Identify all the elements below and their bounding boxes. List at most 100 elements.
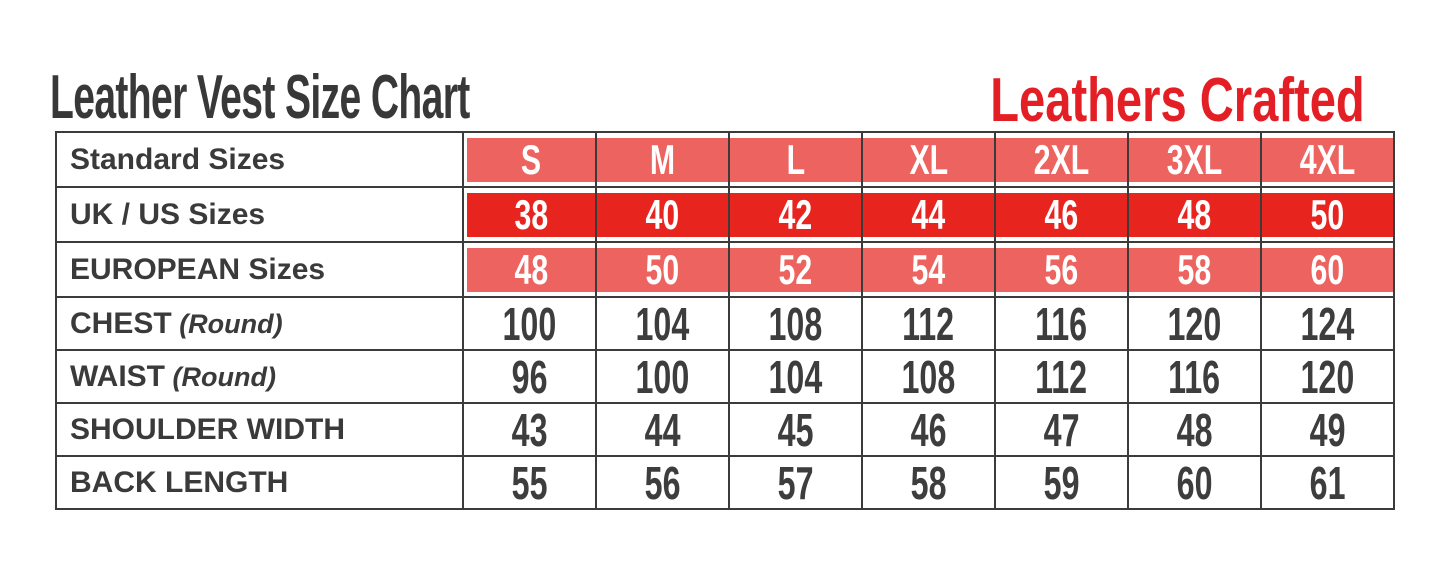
size-value: 59 [1043,456,1080,509]
size-value: XL [909,136,948,183]
size-value-cell: 112 [861,296,996,351]
size-value: 44 [911,191,946,238]
highlight-block: 50 [597,248,728,292]
row-label: SHOULDER WIDTH [55,402,464,457]
row-label-text: SHOULDER WIDTH [70,412,345,446]
size-value-cell: 48 [1127,186,1262,243]
size-value: 120 [1167,297,1222,350]
highlight-block: 52 [730,248,861,292]
highlight-block: 4XL [1262,138,1393,182]
row-label-text: EUROPEAN Sizes [70,252,326,286]
size-value: 112 [1035,350,1088,403]
size-value-cell: XL [861,131,996,188]
size-value-cell: 104 [728,349,863,404]
size-value-cell: 100 [462,296,597,351]
size-value: 45 [777,403,814,456]
highlight-block: M [597,138,728,182]
size-value: 49 [1309,403,1346,456]
size-value: 116 [1168,350,1221,403]
highlight-block: 42 [730,193,861,237]
row-label: WAIST (Round) [55,349,464,404]
size-value-cell: 50 [595,241,730,298]
size-value-cell: 60 [1127,455,1262,510]
size-value-cell: 50 [1260,186,1395,243]
size-value: 100 [635,350,690,403]
table-row: WAIST (Round) 96 100 104 108 112 116 120 [55,349,1395,404]
size-value: 96 [511,350,548,403]
size-value-cell: 49 [1260,402,1395,457]
size-value: 61 [1309,456,1346,509]
row-label: UK / US Sizes [55,186,464,243]
size-value-cell: 56 [994,241,1129,298]
size-value-cell: 56 [595,455,730,510]
highlight-block: 40 [597,193,728,237]
size-value: 4XL [1299,136,1356,183]
size-value-cell: 120 [1260,349,1395,404]
row-label-suffix: (Round) [165,361,276,392]
size-value-cell: 44 [861,186,996,243]
table-row: SHOULDER WIDTH 43 44 45 46 47 48 49 [55,402,1395,457]
size-value-cell: 40 [595,186,730,243]
size-value-cell: M [595,131,730,188]
table-row: CHEST (Round) 100 104 108 112 116 120 124 [55,296,1395,351]
highlight-block: 48 [467,248,595,292]
size-value-cell: 52 [728,241,863,298]
highlight-block: 54 [863,248,994,292]
size-value: 48 [1176,403,1213,456]
size-value-cell: 60 [1260,241,1395,298]
highlight-block: 2XL [996,138,1127,182]
size-value-cell: 45 [728,402,863,457]
size-value-cell: 3XL [1127,131,1262,188]
size-value: 108 [901,350,956,403]
size-value: 50 [645,246,680,293]
size-value: 40 [645,191,680,238]
highlight-block: 46 [996,193,1127,237]
highlight-block: 60 [1262,248,1393,292]
size-value: 108 [768,297,823,350]
size-value-cell: 57 [728,455,863,510]
size-value: L [786,136,805,183]
highlight-block: 44 [863,193,994,237]
size-value: 60 [1310,246,1345,293]
size-value: 3XL [1166,136,1223,183]
table-row: UK / US Sizes 38 40 42 44 46 48 50 [55,186,1395,243]
row-label: EUROPEAN Sizes [55,241,464,298]
row-label-suffix: (Round) [171,308,283,339]
size-value: M [649,136,676,183]
row-label-text: CHEST [70,306,172,340]
table-row: Standard Sizes S M L XL 2XL 3XL 4XL [55,131,1395,188]
size-value: 116 [1035,297,1088,350]
size-value-cell: 61 [1260,455,1395,510]
size-value-cell: 104 [595,296,730,351]
highlight-block: S [467,138,595,182]
size-value-cell: 47 [994,402,1129,457]
size-value: 43 [511,403,548,456]
brand-logo-text: Leathers Crafted [990,66,1365,135]
size-value: 124 [1300,297,1355,350]
size-value: 46 [910,403,947,456]
size-value: 46 [1044,191,1079,238]
size-value-cell: 46 [994,186,1129,243]
size-value-cell: S [462,131,597,188]
size-value: S [520,136,542,183]
highlight-block: 48 [1129,193,1260,237]
size-value: 47 [1043,403,1080,456]
size-value: 48 [514,246,548,293]
size-value-cell: 55 [462,455,597,510]
size-value: 56 [1044,246,1079,293]
row-label-text: WAIST [70,359,165,393]
table-row: EUROPEAN Sizes 48 50 52 54 56 58 60 [55,241,1395,298]
size-value-cell: 124 [1260,296,1395,351]
size-value: 55 [511,456,548,509]
size-value: 48 [1177,191,1212,238]
size-value-cell: L [728,131,863,188]
highlight-block: 56 [996,248,1127,292]
size-value-cell: 108 [728,296,863,351]
row-label: BACK LENGTH [55,455,464,510]
size-value: 2XL [1033,136,1090,183]
size-chart-table: Standard Sizes S M L XL 2XL 3XL 4XL UK / US Size… [55,131,1395,510]
size-value: 60 [1176,456,1213,509]
size-value-cell: 58 [1127,241,1262,298]
row-label-text: Standard Sizes [70,142,286,176]
size-value-cell: 116 [1127,349,1262,404]
